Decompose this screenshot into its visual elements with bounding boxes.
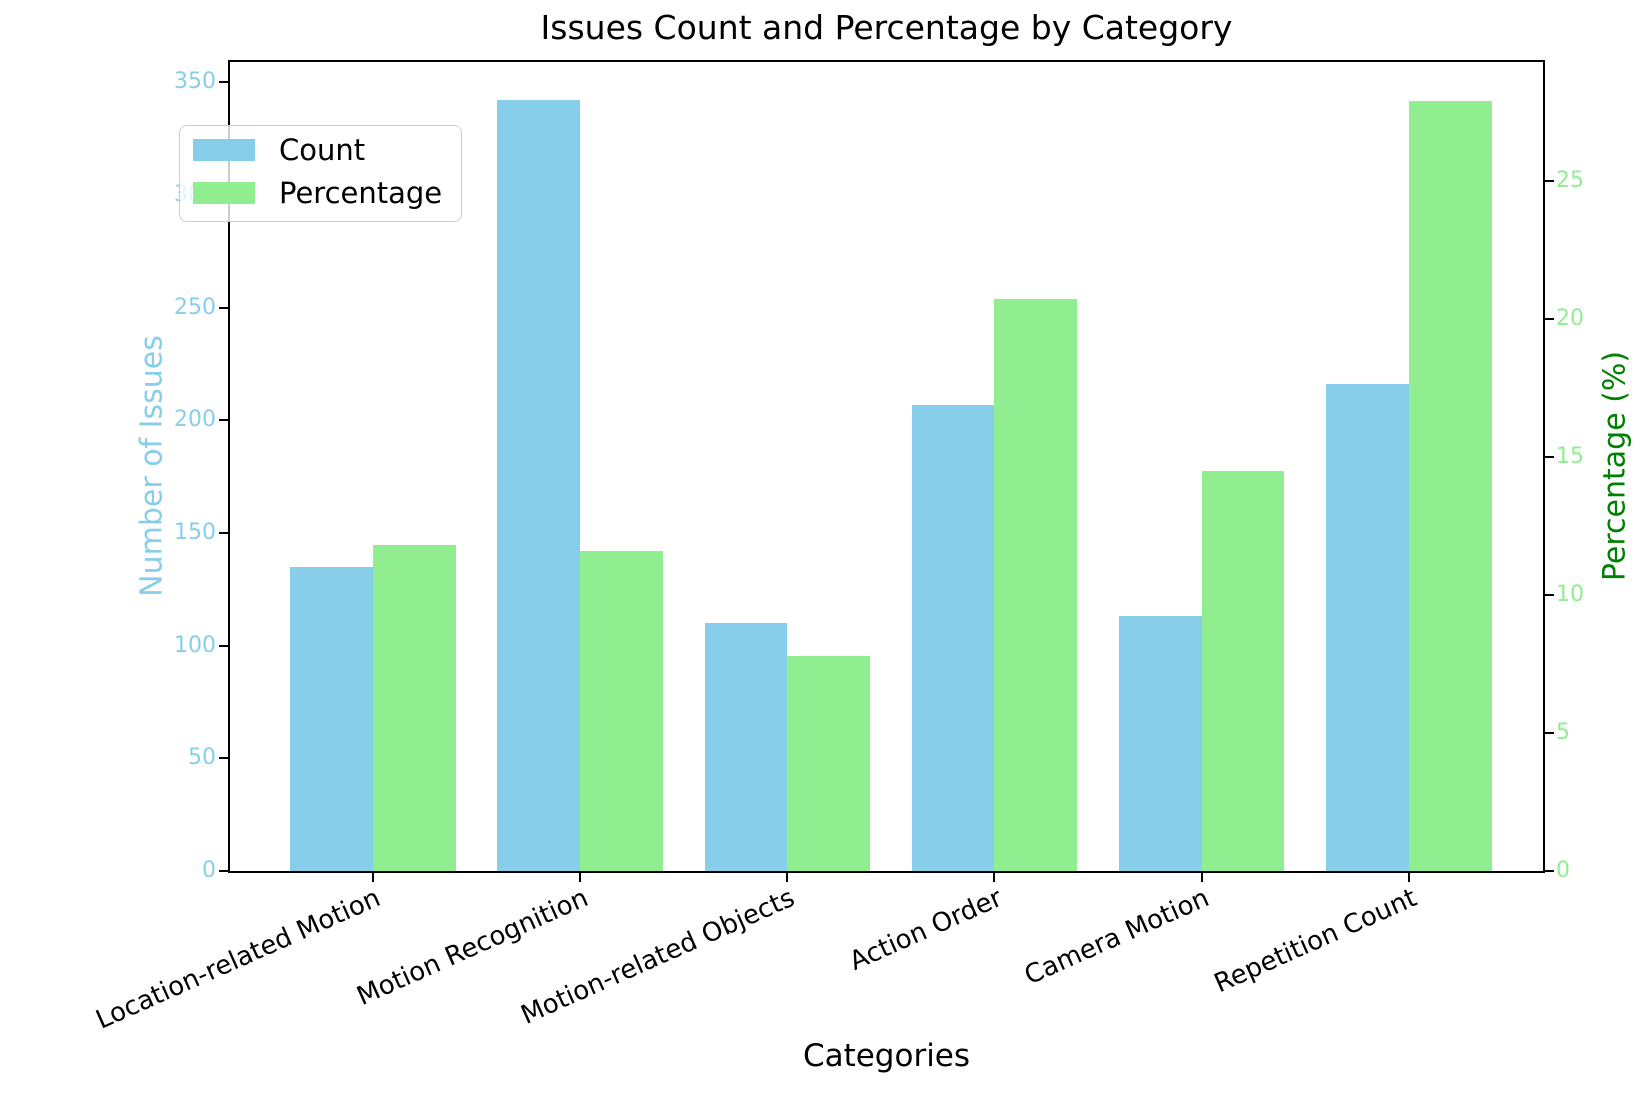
legend-swatch-count bbox=[193, 139, 255, 161]
bar-count-2 bbox=[704, 623, 788, 871]
x-tick-mark-2 bbox=[786, 873, 789, 882]
bar-percentage-3 bbox=[994, 299, 1078, 871]
y-left-tick-mark-4 bbox=[219, 419, 228, 422]
y-left-tick-label-4: 200 bbox=[174, 407, 216, 433]
y-left-tick-label-0: 0 bbox=[202, 858, 216, 883]
y-right-tick-label-0: 0 bbox=[1556, 858, 1570, 883]
x-tick-label-3: Action Order bbox=[845, 883, 1007, 977]
y-axis-label-left: Number of Issues bbox=[134, 335, 170, 597]
y-right-tick-label-2: 10 bbox=[1556, 581, 1584, 607]
y-left-tick-label-5: 250 bbox=[174, 294, 216, 320]
y-left-tick-label-1: 50 bbox=[188, 745, 216, 771]
y-right-tick-label-5: 25 bbox=[1556, 167, 1584, 193]
y-left-tick-mark-0 bbox=[219, 870, 228, 872]
y-left-tick-label-3: 150 bbox=[174, 519, 216, 545]
y-right-tick-label-3: 15 bbox=[1556, 443, 1584, 469]
bar-count-3 bbox=[911, 404, 995, 871]
y-right-tick-mark-5 bbox=[1545, 179, 1554, 182]
y-right-tick-mark-4 bbox=[1545, 317, 1554, 320]
x-tick-mark-0 bbox=[372, 873, 374, 882]
bar-percentage-4 bbox=[1201, 470, 1285, 871]
legend-label-count: Count bbox=[279, 133, 366, 167]
legend-swatch-percentage bbox=[193, 182, 255, 204]
bar-count-0 bbox=[290, 566, 373, 871]
bar-count-1 bbox=[497, 100, 581, 871]
y-left-tick-mark-2 bbox=[219, 644, 228, 647]
y-axis-label-right: Percentage (%) bbox=[1597, 350, 1633, 582]
y-left-tick-mark-1 bbox=[219, 757, 228, 760]
y-right-tick-mark-0 bbox=[1545, 870, 1554, 872]
y-left-tick-mark-7 bbox=[219, 81, 228, 84]
y-left-tick-label-7: 350 bbox=[174, 69, 216, 95]
legend: Count Percentage bbox=[179, 125, 462, 222]
x-tick-mark-4 bbox=[1200, 873, 1203, 882]
bar-percentage-5 bbox=[1408, 100, 1492, 871]
legend-label-percentage: Percentage bbox=[279, 176, 443, 210]
chart-title: Issues Count and Percentage by Category bbox=[540, 8, 1233, 47]
y-left-tick-label-2: 100 bbox=[174, 632, 216, 658]
y-right-tick-label-4: 20 bbox=[1556, 305, 1584, 331]
x-tick-mark-3 bbox=[993, 873, 996, 882]
bar-percentage-0 bbox=[373, 545, 456, 871]
y-right-tick-mark-3 bbox=[1545, 455, 1554, 458]
bar-count-5 bbox=[1325, 384, 1409, 871]
y-right-tick-mark-2 bbox=[1545, 593, 1554, 596]
plot-area bbox=[219, 60, 1554, 882]
bar-percentage-1 bbox=[580, 550, 663, 871]
x-axis-label: Categories bbox=[802, 1038, 971, 1074]
y-left-tick-mark-5 bbox=[219, 306, 228, 309]
y-left-tick-mark-3 bbox=[219, 531, 228, 534]
bar-percentage-2 bbox=[787, 655, 871, 871]
y-right-tick-label-1: 5 bbox=[1556, 719, 1570, 745]
x-tick-label-4: Camera Motion bbox=[1020, 883, 1214, 992]
bar-count-4 bbox=[1118, 616, 1202, 871]
x-tick-mark-1 bbox=[579, 873, 582, 882]
y-right-tick-mark-1 bbox=[1545, 731, 1554, 734]
x-tick-label-0: Location-related Motion bbox=[91, 883, 386, 1036]
x-tick-label-5: Repetition Count bbox=[1209, 883, 1421, 1000]
x-tick-mark-5 bbox=[1407, 873, 1410, 882]
